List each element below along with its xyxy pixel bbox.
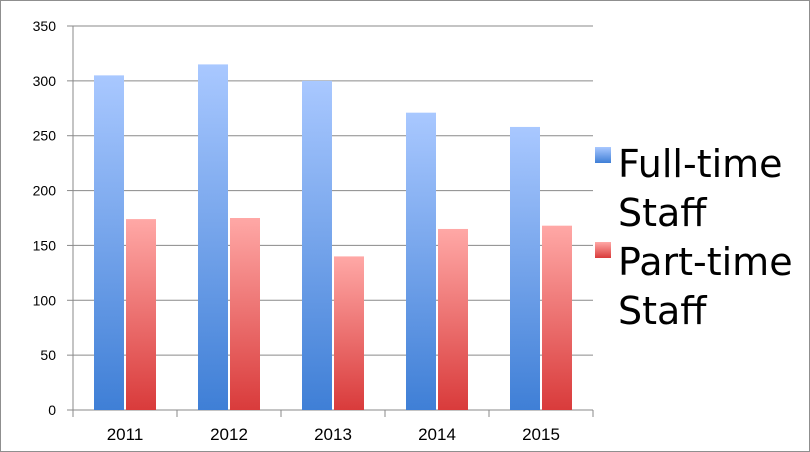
bar-part-time <box>230 218 260 410</box>
bar-full-time <box>94 75 124 410</box>
legend-label-full-time: Staff <box>618 191 707 235</box>
bar-full-time <box>510 126 540 411</box>
y-tick-label: 300 <box>33 73 57 89</box>
y-tick-label: 150 <box>33 237 57 253</box>
y-tick-label: 250 <box>33 128 57 144</box>
legend-label-full-time: Full-time <box>618 142 783 186</box>
bar-full-time <box>198 64 228 411</box>
axis-labels: 0 50 100 150 200 250 300 350 2011 2012 2013 2014 201… <box>33 18 560 444</box>
x-tick-label: 2015 <box>522 425 560 444</box>
y-tick-label: 200 <box>33 183 57 199</box>
legend-swatch-part-time <box>595 242 611 258</box>
bar-full-time <box>406 112 436 410</box>
bar-part-time <box>438 228 468 410</box>
legend-label-part-time: Staff <box>618 289 707 333</box>
bar-part-time <box>542 225 572 410</box>
bar-part-time <box>334 256 364 410</box>
legend-label-part-time: Part-time <box>618 240 793 284</box>
legend: Full-time Staff Part-time Staff <box>595 142 793 333</box>
legend-swatch-full-time <box>595 147 611 163</box>
y-tick-label: 50 <box>40 347 56 363</box>
x-tick-label: 2012 <box>210 425 248 444</box>
y-tick-label: 350 <box>33 18 57 34</box>
bar-part-time <box>126 219 156 410</box>
y-tick-label: 100 <box>33 292 57 308</box>
x-tick-label: 2013 <box>314 425 352 444</box>
y-tick-label: 0 <box>48 402 56 418</box>
bar-full-time <box>302 80 332 410</box>
gridlines <box>73 25 593 356</box>
bars <box>94 64 572 411</box>
axes <box>67 25 594 417</box>
x-tick-label: 2011 <box>107 425 144 444</box>
x-tick-label: 2014 <box>418 425 456 444</box>
